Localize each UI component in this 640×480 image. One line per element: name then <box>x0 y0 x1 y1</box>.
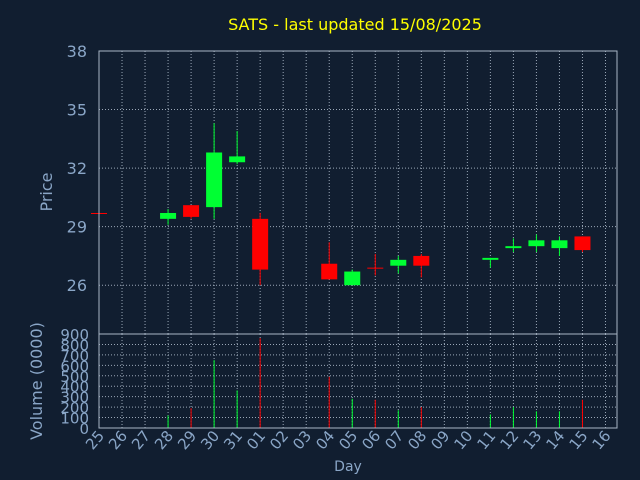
volume-tick-label: 600 <box>60 357 89 375</box>
volume-tick-label: 800 <box>60 336 89 354</box>
volume-tick-label: 100 <box>60 410 89 428</box>
volume-bars <box>167 338 583 428</box>
volume-grid <box>99 334 617 428</box>
volume-tick-label: 300 <box>60 389 89 407</box>
candle-body <box>321 263 338 280</box>
price-tick-label: 26 <box>67 276 87 295</box>
candle-body <box>229 156 246 163</box>
chart-title: SATS - last updated 15/08/2025 <box>228 15 482 34</box>
price-tick-label: 32 <box>67 159 87 178</box>
candle-body <box>528 240 545 247</box>
candle-body <box>183 205 200 217</box>
candle-12 <box>505 238 522 253</box>
candle-body <box>482 257 499 260</box>
volume-tick-label: 700 <box>60 347 89 365</box>
candle-body <box>367 267 384 269</box>
candle-body <box>206 152 223 208</box>
volume-tick-label: 500 <box>60 368 89 386</box>
candle-15 <box>574 236 591 253</box>
volume-panel-frame <box>98 333 618 429</box>
candle-05 <box>344 269 361 286</box>
candle-06 <box>367 253 384 276</box>
candle-body <box>574 236 591 251</box>
price-candles <box>91 123 591 286</box>
price-tick-label: 38 <box>67 42 87 61</box>
candle-01 <box>252 212 269 286</box>
candle-04 <box>321 242 338 280</box>
volume-tick-label: 400 <box>60 378 89 396</box>
candle-28 <box>160 209 177 225</box>
candle-07 <box>390 255 407 274</box>
candle-body <box>252 218 269 270</box>
volume-tick-label: 900 <box>60 326 89 344</box>
price-y-axis: 38 35 32 29 26 <box>67 42 87 295</box>
candle-30 <box>206 123 223 219</box>
candle-14 <box>551 236 568 256</box>
price-panel: 38 35 32 29 26 Price <box>37 42 618 335</box>
volume-tick-label: 0 <box>79 420 89 438</box>
candle-body <box>551 240 568 249</box>
candle-body <box>413 255 430 266</box>
candle-body <box>390 259 407 266</box>
candle-31 <box>229 131 246 165</box>
candle-body <box>505 246 522 249</box>
price-axis-label: Price <box>37 172 56 211</box>
candle-11 <box>482 257 499 268</box>
candle-29 <box>183 205 200 219</box>
price-tick-label: 35 <box>67 101 87 120</box>
day-axis-label: Day <box>334 459 362 475</box>
candle-body <box>160 212 177 219</box>
volume-axis-label: Volume (0000) <box>27 322 46 440</box>
day-axis: 2526272829303101020304050607080910111213… <box>82 427 615 453</box>
candle-body <box>344 271 361 286</box>
price-tick-label: 29 <box>67 218 87 237</box>
volume-tick-label: 200 <box>60 399 89 417</box>
candle-13 <box>528 234 545 253</box>
candle-08 <box>413 253 430 278</box>
